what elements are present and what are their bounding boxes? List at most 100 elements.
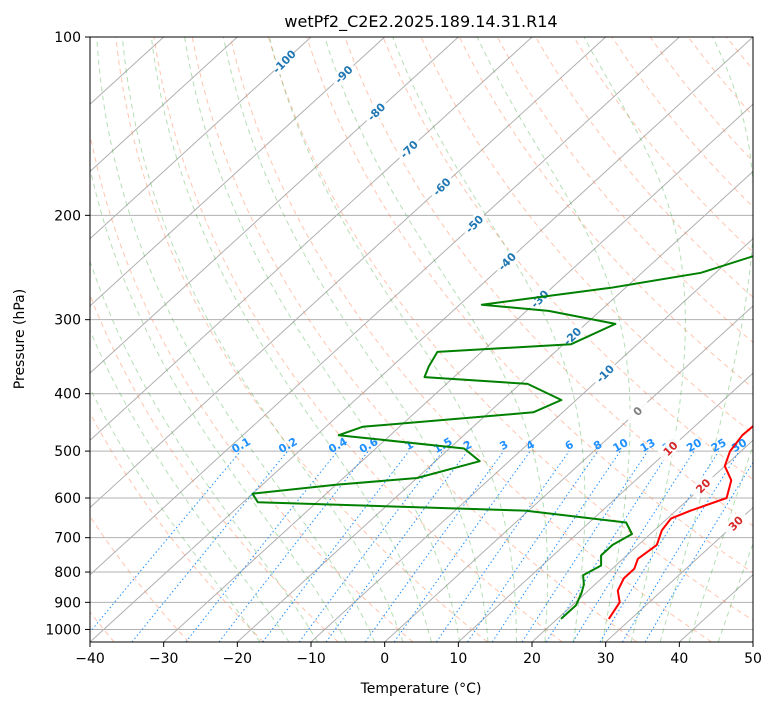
y-tick-label: 300 [54, 313, 81, 329]
isotherm-gridline [163, 103, 753, 642]
moist-adiabat [121, 37, 404, 642]
isotherm-gridline [90, 37, 607, 509]
x-tick-label: −40 [75, 651, 105, 667]
x-tick-label: 20 [523, 651, 541, 667]
y-tick-label: 800 [54, 565, 81, 581]
isotherm-gridline [531, 439, 753, 642]
isotherm-label-bg [492, 247, 521, 275]
dry-adiabat [765, 37, 775, 642]
dry-adiabat [90, 131, 414, 642]
y-tick-label: 1000 [45, 622, 81, 638]
isotherm-label-bg [558, 322, 586, 350]
mixing-ratio-line [572, 450, 695, 642]
isotherm-label-bg [427, 172, 456, 201]
isotherm-label-bg [590, 359, 619, 388]
isotherm-label-bg [688, 471, 717, 500]
isotherm-gridline [90, 37, 238, 173]
moist-adiabat [324, 37, 549, 642]
isotherm-label-bg [623, 396, 652, 425]
isotherm-gridline [90, 37, 459, 374]
isotherm-gridline [605, 506, 753, 642]
isotherm-label-bg [269, 47, 298, 75]
isotherm-gridline [90, 37, 753, 642]
y-tick-label: 200 [54, 208, 81, 224]
isotherm-gridline [384, 305, 753, 642]
mixing-ratio-line [325, 450, 468, 642]
moist-adiabat [90, 259, 319, 642]
mixing-ratio-label: 36 [750, 436, 770, 455]
isotherm-label-bg [394, 135, 423, 163]
dry-adiabat [191, 37, 638, 642]
dry-adiabat [90, 515, 190, 642]
isotherm-label-bg [362, 97, 390, 126]
isotherm-gridline [90, 37, 680, 576]
dry-adiabat [268, 37, 753, 622]
mixing-ratio-line [393, 450, 531, 642]
mixing-ratio-line [131, 450, 288, 642]
moist-adiabat [96, 37, 376, 642]
y-tick-label: 700 [54, 531, 81, 547]
moist-adiabat [184, 37, 461, 642]
isotherm-label-bg [460, 209, 488, 238]
y-tick-label: 600 [54, 491, 81, 507]
dry-adiabat [153, 37, 563, 642]
y-tick-label: 100 [54, 30, 81, 46]
y-tick-label: 900 [54, 595, 81, 611]
dry-adiabat [90, 412, 264, 642]
moist-adiabat [150, 37, 432, 642]
x-tick-label: 50 [744, 651, 762, 667]
x-tick-label: 40 [670, 651, 688, 667]
moist-adiabat [688, 444, 753, 642]
chart-title: wetPf2_C2E2.2025.189.14.31.R14 [284, 12, 557, 32]
isotherm-label-bg [329, 60, 358, 88]
dry-adiabat [229, 37, 712, 642]
y-tick-label: 500 [54, 444, 81, 460]
isotherm-gridline [310, 237, 753, 642]
dry-adiabat [90, 293, 339, 642]
isotherm-gridline [90, 37, 533, 442]
mixing-ratio-line [435, 450, 570, 642]
x-tick-label: −20 [223, 651, 253, 667]
mixing-ratio-line [621, 450, 740, 642]
mixing-ratio-line [545, 450, 671, 642]
isotherm-gridline [90, 37, 386, 307]
x-axis-label: Temperature (°C) [360, 681, 482, 697]
moist-adiabat [476, 37, 631, 642]
moist-adiabat [659, 37, 753, 642]
isotherm-gridline [457, 372, 753, 642]
moist-adiabat [268, 37, 517, 642]
mixing-ratio-line [364, 450, 505, 642]
moist-adiabat [90, 328, 290, 642]
x-tick-label: −10 [296, 651, 326, 667]
mixing-ratio-line [491, 450, 621, 642]
isotherm-gridline [90, 37, 312, 240]
x-tick-label: −30 [149, 651, 179, 667]
dewpoint-profile [251, 255, 753, 620]
mixing-ratio-line [467, 450, 599, 642]
isotherm-label-bg [656, 434, 684, 462]
mixing-ratio-line [521, 450, 649, 642]
y-axis-label: Pressure (hPa) [12, 289, 28, 389]
dry-adiabat [496, 37, 753, 344]
isotherm-label-bg [525, 284, 554, 313]
dry-adiabat [458, 37, 753, 389]
moist-adiabat [392, 37, 586, 642]
plot-frame [89, 36, 754, 643]
mixing-ratio-line [90, 450, 242, 633]
dry-adiabat [306, 37, 753, 574]
temperature-profile [607, 424, 753, 620]
isotherm-label-bg [754, 547, 775, 575]
x-tick-label: 30 [597, 651, 615, 667]
moist-adiabat [90, 165, 347, 642]
isotherm-label: 40 [759, 551, 775, 571]
isotherm-gridline [752, 641, 753, 642]
y-tick-label: 400 [54, 387, 81, 403]
mixing-ratio-line [298, 450, 444, 642]
mixing-ratio-line [262, 450, 410, 642]
mixing-ratio-line [185, 450, 338, 642]
moist-adiabat [90, 387, 261, 642]
x-tick-label: 0 [380, 651, 389, 667]
isotherm-label-bg [721, 509, 750, 537]
x-tick-label: 10 [449, 651, 467, 667]
